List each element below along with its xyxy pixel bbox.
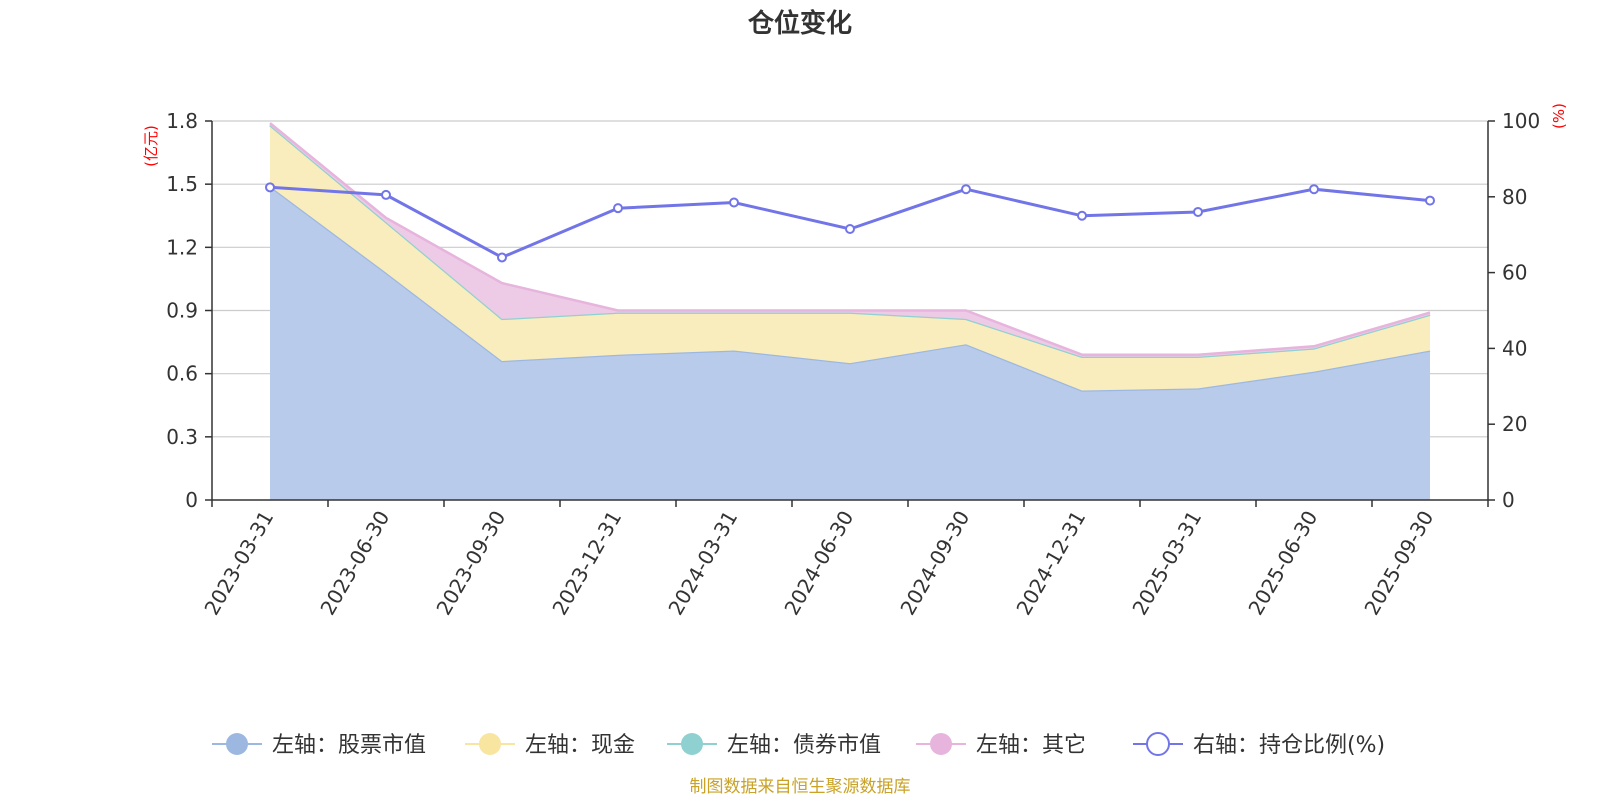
ratio-point bbox=[1309, 184, 1319, 195]
legend-label: 左轴：现金 bbox=[525, 733, 635, 758]
stacked-areas bbox=[269, 122, 1431, 501]
right-tick-label: 20 bbox=[1502, 412, 1527, 436]
position-ratio-line bbox=[265, 182, 1435, 263]
source-note: 制图数据来自恒生聚源数据库 bbox=[690, 777, 911, 797]
ratio-point bbox=[497, 252, 507, 263]
ratio-point bbox=[729, 197, 739, 208]
legend-label: 左轴：债券市值 bbox=[727, 733, 881, 758]
left-tick-label: 0 bbox=[185, 488, 198, 512]
x-tick-label: 2024-12-31 bbox=[1011, 507, 1090, 620]
legend-marker bbox=[681, 733, 703, 755]
left-tick-label: 1.8 bbox=[166, 109, 198, 133]
ratio-point bbox=[1193, 206, 1203, 217]
x-tick-label: 2025-06-30 bbox=[1243, 507, 1322, 620]
legend-label: 左轴：股票市值 bbox=[272, 733, 426, 758]
left-tick-label: 0.9 bbox=[166, 299, 198, 323]
x-tick-label: 2023-06-30 bbox=[315, 507, 394, 620]
legend-item-4[interactable]: 左轴：其它 bbox=[916, 733, 1086, 758]
right-axis-unit: (%) bbox=[1550, 103, 1568, 129]
x-tick-label: 2023-03-31 bbox=[199, 507, 278, 620]
area-edge-series-4 bbox=[269, 122, 1431, 356]
x-tick-label: 2025-09-30 bbox=[1359, 507, 1438, 620]
ratio-point bbox=[613, 203, 623, 214]
ratio-point bbox=[845, 224, 855, 235]
ratio-point bbox=[265, 182, 275, 193]
ratio-point bbox=[961, 184, 971, 195]
left-axis-unit: (亿元) bbox=[142, 125, 160, 167]
right-tick-label: 80 bbox=[1502, 185, 1527, 209]
area-series-2 bbox=[270, 125, 1430, 391]
legend-item-5[interactable]: 右轴：持仓比例(%) bbox=[1133, 732, 1385, 758]
legend-marker bbox=[226, 733, 248, 755]
legend-marker bbox=[930, 733, 952, 755]
ratio-point bbox=[1425, 195, 1435, 206]
legend-marker bbox=[479, 733, 501, 755]
left-tick-label: 1.2 bbox=[166, 235, 198, 259]
x-tick-label: 2023-09-30 bbox=[431, 507, 510, 620]
x-tick-label: 2024-06-30 bbox=[779, 507, 858, 620]
right-tick-label: 60 bbox=[1502, 261, 1527, 285]
legend-item-2[interactable]: 左轴：现金 bbox=[465, 733, 635, 758]
left-tick-label: 1.5 bbox=[166, 172, 198, 196]
x-tick-label: 2025-03-31 bbox=[1127, 507, 1206, 620]
right-tick-label: 40 bbox=[1502, 336, 1527, 360]
legend-marker bbox=[1146, 732, 1170, 756]
legend-label: 右轴：持仓比例(%) bbox=[1193, 733, 1385, 758]
ratio-point bbox=[381, 189, 391, 200]
area-series-4 bbox=[270, 123, 1430, 357]
x-tick-label: 2023-12-31 bbox=[547, 507, 626, 620]
x-tick-label: 2024-03-31 bbox=[663, 507, 742, 620]
left-tick-label: 0.6 bbox=[166, 362, 198, 386]
right-tick-label: 100 bbox=[1502, 109, 1540, 133]
right-tick-label: 0 bbox=[1502, 488, 1515, 512]
legend-item-1[interactable]: 左轴：股票市值 bbox=[212, 733, 426, 758]
ratio-point bbox=[1077, 210, 1087, 221]
chart-title: 仓位变化 bbox=[747, 8, 852, 39]
area-series-1 bbox=[270, 186, 1430, 501]
legend-label: 左轴：其它 bbox=[976, 733, 1086, 758]
left-tick-label: 0.3 bbox=[166, 425, 198, 449]
legend-item-3[interactable]: 左轴：债券市值 bbox=[667, 733, 881, 758]
legend: 左轴：股票市值 左轴：现金 左轴：债券市值 左轴：其它 右轴：持仓比例(%) bbox=[212, 732, 1385, 758]
x-tick-label: 2024-09-30 bbox=[895, 507, 974, 620]
